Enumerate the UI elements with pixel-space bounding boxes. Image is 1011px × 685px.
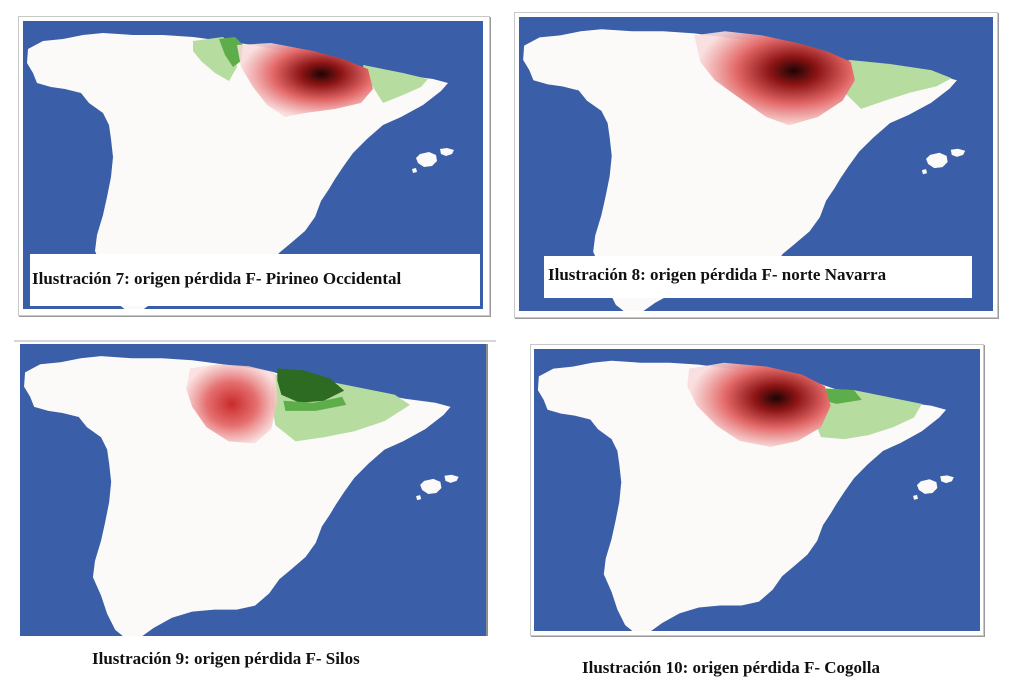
figure-8-caption: Ilustración 8: origen pérdida F- norte N… bbox=[548, 265, 887, 284]
loss-gradient bbox=[694, 31, 855, 126]
map-9 bbox=[20, 344, 486, 636]
green-zone-dark bbox=[277, 368, 345, 403]
figure-7: Ilustración 7: origen pérdida F- Pirineo… bbox=[18, 16, 490, 316]
loss-gradient bbox=[186, 364, 278, 444]
loss-gradient bbox=[237, 43, 373, 117]
map-10 bbox=[534, 349, 980, 631]
green-zone-mid bbox=[819, 388, 862, 404]
green-zone-dark bbox=[219, 37, 243, 67]
green-zone-mid bbox=[283, 396, 347, 411]
figure-9-caption: Ilustración 9: origen pérdida F- Silos bbox=[92, 649, 360, 668]
figure-10-caption: Ilustración 10: origen pérdida F- Cogoll… bbox=[582, 658, 880, 677]
figure-9-right-edge bbox=[486, 344, 488, 636]
green-zone-light bbox=[363, 65, 428, 103]
caption-box-8 bbox=[544, 256, 972, 298]
caption-box-7 bbox=[30, 254, 480, 306]
figure-9 bbox=[20, 344, 490, 640]
figure-7-caption: Ilustración 7: origen pérdida F- Pirineo… bbox=[32, 269, 402, 288]
loss-gradient bbox=[687, 362, 831, 447]
horizontal-divider bbox=[14, 340, 496, 342]
green-zone-light bbox=[846, 59, 952, 109]
figure-10 bbox=[530, 344, 984, 638]
figure-8: Ilustración 8: origen pérdida F- norte N… bbox=[514, 12, 998, 318]
